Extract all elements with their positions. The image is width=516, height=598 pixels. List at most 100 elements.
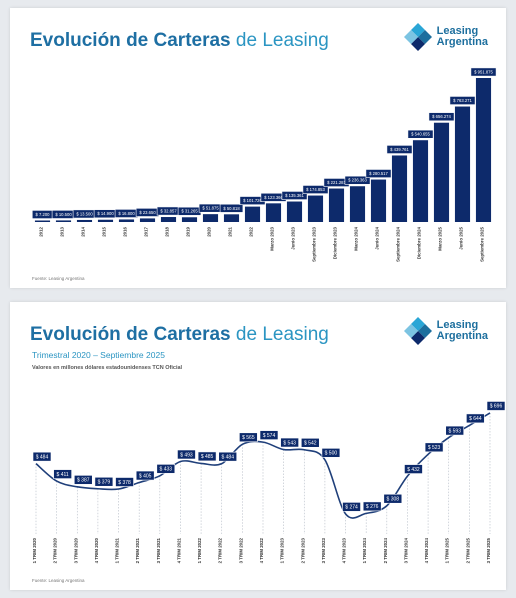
- x-tick-label-6: 2018: [165, 226, 170, 236]
- leasing-argentina-logo-icon: [403, 317, 432, 345]
- point-value-label-20-box: [445, 425, 465, 436]
- quarter-tick-label-13: 2 TRIM 2023: [300, 537, 305, 563]
- bar-value-label-9-box: [219, 203, 244, 213]
- point-value-label-9: $ 484: [218, 451, 238, 462]
- bar-9: [223, 214, 240, 222]
- bar-1: [55, 220, 72, 222]
- point-value-label-12: $ 543: [280, 437, 299, 448]
- x-tick-label-19: Marzo 2025: [438, 226, 443, 250]
- bar-value-label-16: $ 280.517: [365, 169, 392, 178]
- point-value-label-13-box: [300, 437, 320, 448]
- quarter-tick-label-2: 3 TRIM 2020: [73, 537, 78, 563]
- bar-value-label-17-text: $ 439.761: [390, 147, 409, 152]
- point-value-label-21-box: [466, 413, 485, 424]
- point-value-label-8: $ 485: [197, 451, 217, 462]
- bar-value-label-19-text: $ 656.274: [432, 114, 451, 119]
- x-tick-label-20: Junio 2025: [459, 226, 464, 249]
- quarter-tick-label-8: 1 TRIM 2022: [197, 537, 202, 563]
- point-value-label-8-text: $ 485: [201, 454, 214, 460]
- quarter-tick-label-22: 3 TRIM 2025: [486, 537, 491, 563]
- point-value-label-7: $ 493: [177, 449, 196, 460]
- brand-logo: Leasing Argentina: [403, 22, 488, 52]
- bar-value-label-7: $ 31.265: [177, 206, 202, 216]
- bar-value-label-5: $ 23.650: [135, 208, 160, 217]
- point-value-label-3-box: [94, 476, 114, 487]
- point-value-label-18: $ 432: [404, 464, 423, 474]
- quarter-tick-label-4: 1 TRIM 2021: [115, 537, 120, 563]
- point-value-label-10-text: $ 565: [242, 435, 255, 441]
- line-chart-panel: Evolución de Carteras de Leasing Trimest…: [10, 302, 506, 590]
- bar-value-label-18: $ 540.655: [407, 129, 434, 139]
- bar-value-label-1: $ 10.500: [51, 210, 76, 219]
- point-value-label-19-box: [424, 442, 444, 453]
- x-tick-label-3: 2015: [102, 226, 107, 236]
- point-value-label-2-text: $ 387: [77, 478, 90, 484]
- x-tick-label-0: 2012: [39, 226, 44, 236]
- bar-19: [433, 122, 450, 222]
- page-title: Evolución de Carteras de Leasing: [30, 30, 329, 51]
- point-value-label-14-text: $ 500: [325, 451, 338, 457]
- x-tick-label-21: Septiembre 2025: [480, 226, 485, 261]
- point-value-label-10: $ 565: [239, 432, 258, 443]
- x-tick-label-1: 2013: [60, 226, 65, 236]
- bar-value-label-19: $ 656.274: [428, 112, 455, 122]
- x-tick-label-15: Marzo 2024: [354, 226, 359, 250]
- point-value-label-11-box: [259, 430, 279, 440]
- bar-8: [202, 214, 219, 222]
- brand-logo: Leasing Argentina: [403, 316, 488, 346]
- bar-7: [181, 217, 198, 222]
- chart-subtitle: Trimestral 2020 – Septiembre 2025: [32, 350, 165, 360]
- source-note: Fuente: Leasing Argentina: [32, 276, 85, 281]
- point-value-label-12-text: $ 543: [283, 440, 296, 446]
- bar-0: [34, 220, 51, 222]
- bar-value-label-20-box: [449, 96, 476, 105]
- bar-value-label-4-text: $ 16.800: [118, 211, 135, 216]
- point-value-label-7-box: [177, 449, 196, 460]
- bar-chart: $ 7.200 2012 $ 10.500 2013 $ 13.500 2014 $ 14.…: [31, 67, 497, 262]
- point-value-label-20-text: $ 593: [448, 428, 461, 434]
- point-value-label-3-text: $ 379: [98, 480, 111, 486]
- point-value-label-16: $ 276: [362, 501, 382, 512]
- x-tick-label-5: 2017: [144, 226, 149, 236]
- x-tick-label-14: Diciembre 2023: [333, 226, 338, 259]
- quarter-tick-label-15: 4 TRIM 2023: [342, 537, 347, 563]
- bar-2: [76, 219, 93, 222]
- quarter-tick-label-21: 2 TRIM 2025: [465, 537, 470, 563]
- point-value-label-5: $ 405: [135, 470, 155, 481]
- bar-value-label-20: $ 763.271: [449, 96, 476, 105]
- quarter-tick-label-10: 3 TRIM 2022: [238, 537, 243, 563]
- bar-12: [286, 201, 303, 222]
- units-note: Valores en millones dólares estadouniden…: [32, 365, 183, 371]
- quarter-tick-label-16: 1 TRIM 2024: [362, 537, 367, 563]
- x-tick-label-2: 2014: [81, 226, 86, 236]
- point-value-label-4-text: $ 378: [118, 480, 131, 486]
- bar-4: [118, 219, 135, 222]
- point-value-label-14: $ 500: [321, 448, 341, 458]
- point-value-label-15-text: $ 274: [345, 505, 358, 511]
- bar-value-label-5-text: $ 23.650: [139, 210, 156, 215]
- x-tick-label-9: 2021: [228, 226, 233, 236]
- bar-18: [412, 140, 429, 222]
- x-tick-label-7: 2019: [186, 226, 191, 236]
- x-tick-label-16: Junio 2024: [375, 226, 380, 249]
- point-value-label-22-box: [486, 401, 506, 411]
- bar-value-label-11-text: $ 123.366: [264, 195, 283, 200]
- bar-value-label-2-text: $ 13.500: [76, 211, 93, 216]
- point-value-label-20: $ 593: [445, 425, 465, 436]
- quarter-tick-label-7: 4 TRIM 2021: [176, 537, 181, 563]
- bar-3: [97, 219, 114, 222]
- bar-16: [370, 179, 387, 222]
- point-value-label-1: $ 411: [53, 469, 72, 479]
- point-value-label-18-box: [404, 464, 423, 474]
- quarter-tick-label-1: 2 TRIM 2020: [53, 537, 58, 563]
- line-chart: $ 484 1 TRIM 2020 $ 411 2 TRIM 2020 $ 387 3 T…: [32, 401, 506, 563]
- point-value-label-5-text: $ 405: [139, 473, 152, 479]
- bar-6: [160, 217, 177, 222]
- bar-5: [139, 218, 156, 222]
- quarter-tick-label-0: 1 TRIM 2020: [32, 537, 37, 563]
- point-value-label-13: $ 542: [300, 437, 320, 448]
- point-value-label-16-text: $ 276: [366, 504, 379, 510]
- point-value-label-10-box: [239, 432, 258, 443]
- point-value-label-14-box: [321, 448, 341, 458]
- point-value-label-15: $ 274: [342, 502, 361, 512]
